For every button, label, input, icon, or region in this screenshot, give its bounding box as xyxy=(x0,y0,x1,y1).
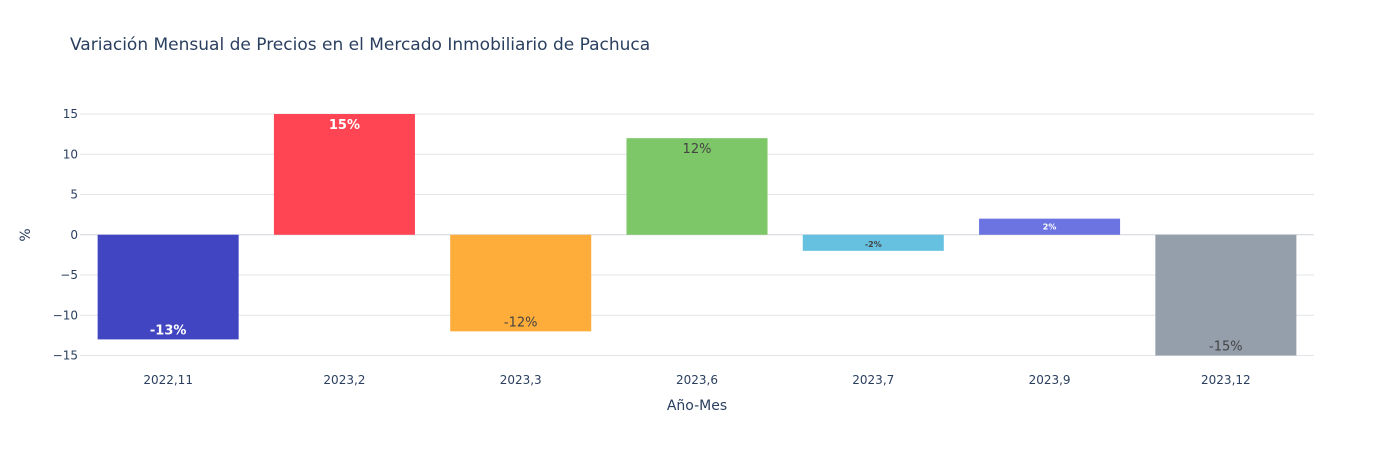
y-tick-label: 0 xyxy=(70,228,78,242)
y-tick-labels: 15 10 5 0 −5 −10 −15 xyxy=(53,107,78,363)
y-tick-label: 5 xyxy=(70,188,78,202)
data-label: 15% xyxy=(329,118,360,133)
x-tick-label: 2023,6 xyxy=(676,373,718,387)
x-tick-label: 2023,2 xyxy=(323,373,365,387)
bar[interactable] xyxy=(450,234,592,332)
data-label: -13% xyxy=(150,323,187,338)
x-tick-label: 2023,7 xyxy=(852,373,894,387)
y-tick-label: −15 xyxy=(53,349,78,363)
chart-title: Variación Mensual de Precios en el Merca… xyxy=(70,35,650,55)
x-tick-label: 2023,12 xyxy=(1201,373,1251,387)
x-tick-label: 2023,3 xyxy=(500,373,542,387)
bar[interactable] xyxy=(1155,234,1297,356)
y-tick-label: −5 xyxy=(60,268,78,282)
y-tick-label: −10 xyxy=(53,308,78,322)
bar[interactable] xyxy=(802,234,944,251)
bars-layer xyxy=(97,114,1297,356)
data-label: -15% xyxy=(1209,340,1243,355)
y-tick-label: 15 xyxy=(63,107,78,121)
data-label: -12% xyxy=(504,315,538,330)
bar[interactable] xyxy=(273,114,415,235)
y-axis-title: % xyxy=(18,228,34,241)
x-tick-label: 2023,9 xyxy=(1029,373,1071,387)
x-tick-labels: 2022,11 2023,2 2023,3 2023,6 2023,7 2023,9 202… xyxy=(143,373,1250,387)
data-label: 12% xyxy=(683,142,712,157)
x-tick-label: 2022,11 xyxy=(143,373,193,387)
x-axis-title: Año-Mes xyxy=(667,398,727,414)
y-tick-label: 10 xyxy=(63,147,78,161)
bar[interactable] xyxy=(626,138,768,235)
bar[interactable] xyxy=(979,218,1121,235)
bar[interactable] xyxy=(97,234,239,340)
data-label: -2% xyxy=(865,240,882,249)
data-labels-layer: -13% 15% -12% 12% -2% 2% -15% xyxy=(150,118,1243,355)
data-label: 2% xyxy=(1043,223,1057,232)
